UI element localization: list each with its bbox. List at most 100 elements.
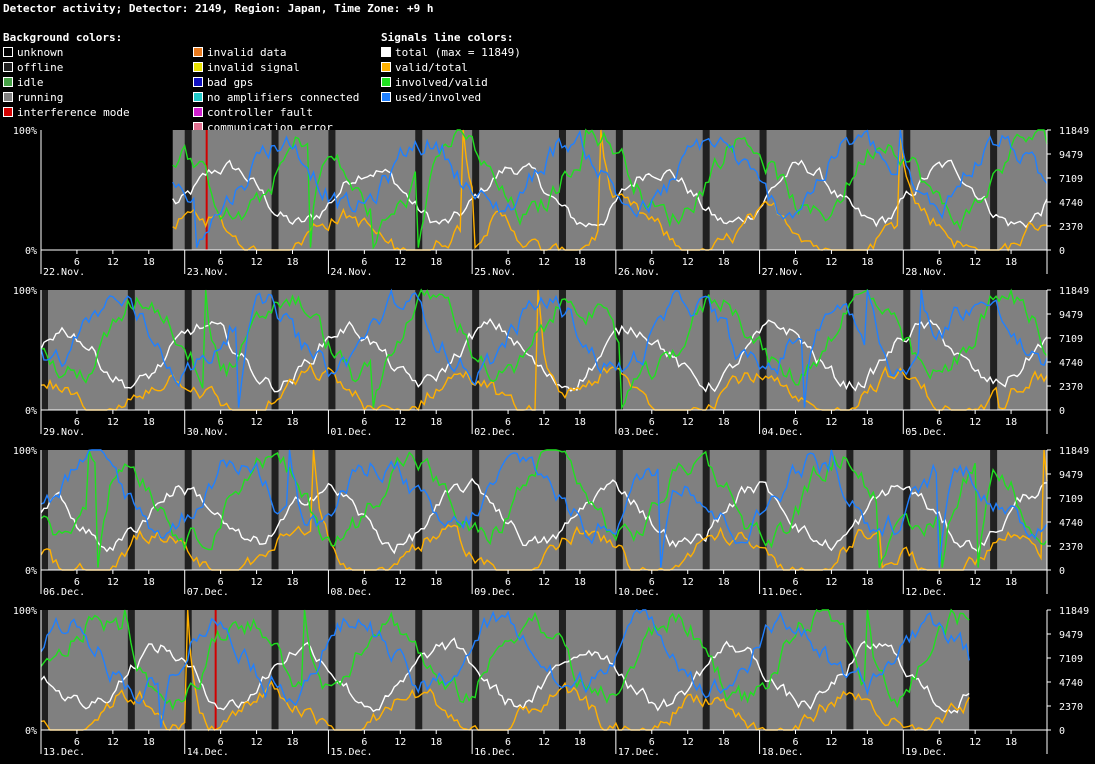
hour-label: 12 (107, 417, 119, 428)
series-line-involved_valid (40, 449, 1048, 568)
offline-band (184, 130, 192, 250)
right-tick-label: 2370 (1059, 222, 1083, 233)
series-line-involved_valid (40, 288, 1048, 410)
day-label: 25.Nov. (474, 267, 516, 278)
offline-band (271, 130, 279, 250)
legend-label: involved/valid (395, 76, 488, 89)
right-tick-label: 4740 (1059, 358, 1083, 369)
offline-band (615, 610, 623, 730)
legend-swatch-icon (193, 62, 203, 72)
legend-item: unknown (3, 45, 130, 60)
day-label: 15.Dec. (330, 747, 372, 758)
series-line-valid_total (40, 609, 970, 732)
legend-item: running (3, 90, 130, 105)
offline-band (271, 290, 279, 410)
legend-label: total (max = 11849) (395, 46, 521, 59)
legend-item: involved/valid (381, 75, 521, 90)
legend-swatch-icon (3, 77, 13, 87)
legend-swatch-icon (381, 62, 391, 72)
offline-band (903, 450, 911, 570)
right-tick-label: 11849 (1059, 286, 1089, 297)
hour-label: 6 (649, 417, 655, 428)
series-line-total (172, 159, 1048, 229)
legend-background-col2: invalid data invalid signal bad gps no ampl… (193, 30, 359, 135)
legend-label: invalid signal (207, 61, 300, 74)
left-axis-label: 100% (13, 286, 37, 297)
day-label: 23.Nov. (187, 267, 229, 278)
day-label: 18.Dec. (762, 747, 804, 758)
legend-swatch-icon (381, 77, 391, 87)
offline-band (903, 610, 911, 730)
right-tick-label: 0 (1059, 246, 1065, 257)
series-line-used_involved (40, 288, 1048, 408)
day-label: 11.Dec. (762, 587, 804, 598)
legend-label: valid/total (395, 61, 468, 74)
hour-label: 6 (361, 577, 367, 588)
hour-label: 18 (1005, 737, 1017, 748)
hour-label: 12 (682, 417, 694, 428)
offline-band (558, 290, 566, 410)
left-axis-label: 100% (13, 606, 37, 617)
day-label: 22.Nov. (43, 267, 85, 278)
series-line-used_involved (40, 449, 1048, 568)
legend-item: bad gps (193, 75, 359, 90)
hour-label: 18 (574, 257, 586, 268)
running-background (41, 450, 1047, 570)
hour-label: 6 (936, 737, 942, 748)
hour-label: 18 (574, 737, 586, 748)
legend-item: interference mode (3, 105, 130, 120)
offline-band (415, 290, 423, 410)
series-line-involved_valid (172, 128, 1048, 250)
day-label: 12.Dec. (905, 587, 947, 598)
day-label: 06.Dec. (43, 587, 85, 598)
hour-label: 12 (825, 417, 837, 428)
hour-label: 12 (251, 577, 263, 588)
offline-band (759, 610, 767, 730)
legend-swatch-icon (193, 92, 203, 102)
hour-label: 12 (969, 737, 981, 748)
running-background (41, 610, 970, 730)
hour-label: 18 (286, 257, 298, 268)
day-label: 07.Dec. (187, 587, 229, 598)
interference-band (214, 610, 217, 730)
offline-band (472, 130, 480, 250)
hour-label: 18 (286, 737, 298, 748)
hour-label: 12 (394, 257, 406, 268)
hour-label: 6 (218, 257, 224, 268)
offline-band (846, 610, 854, 730)
offline-band (184, 610, 192, 730)
offline-band (328, 450, 336, 570)
legend-background-title: Background colors: (3, 31, 123, 44)
legend-label: bad gps (207, 76, 254, 89)
hour-label: 6 (218, 737, 224, 748)
hour-label: 12 (538, 257, 550, 268)
legend-item: invalid data (193, 45, 359, 60)
offline-band (846, 450, 854, 570)
offline-band (41, 290, 48, 410)
right-tick-label: 4740 (1059, 678, 1083, 689)
hour-label: 12 (251, 737, 263, 748)
hour-label: 6 (649, 577, 655, 588)
offline-band (184, 290, 192, 410)
hour-label: 6 (218, 417, 224, 428)
series-line-valid_total (172, 129, 1048, 252)
hour-label: 6 (792, 737, 798, 748)
hour-label: 12 (825, 737, 837, 748)
day-label: 26.Nov. (618, 267, 660, 278)
hour-label: 12 (682, 257, 694, 268)
legend-label: controller fault (207, 106, 313, 119)
offline-band (615, 130, 623, 250)
series-line-total (40, 637, 970, 714)
legend-item: total (max = 11849) (381, 45, 521, 60)
left-axis-label: 0% (25, 406, 37, 417)
offline-band (271, 450, 279, 570)
offline-band (472, 610, 480, 730)
hour-label: 12 (394, 577, 406, 588)
chart-title: Detector activity; Detector: 2149, Regio… (3, 2, 434, 15)
offline-band (702, 290, 710, 410)
right-tick-label: 9479 (1059, 630, 1083, 641)
series-line-used_involved (40, 608, 970, 728)
hour-label: 12 (969, 417, 981, 428)
offline-band (127, 450, 135, 570)
